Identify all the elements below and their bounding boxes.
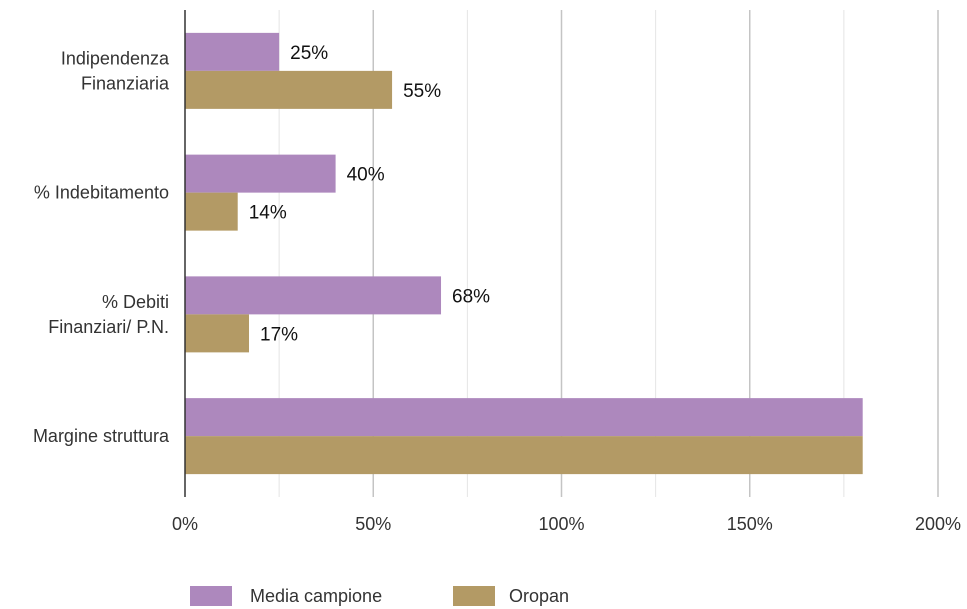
bar-media-campione	[185, 32, 280, 71]
data-labels: 25% 55% 40% 14% 68% 17%	[249, 43, 490, 346]
category-label: % Debiti	[102, 292, 169, 312]
bars	[185, 32, 863, 475]
legend-swatch	[190, 586, 232, 606]
x-tick-labels: 0% 50% 100% 150% 200%	[172, 514, 961, 534]
data-label: 17%	[260, 324, 298, 345]
data-label: 68%	[452, 286, 490, 307]
legend-swatch	[453, 586, 495, 606]
category-label: % Indebitamento	[34, 183, 169, 203]
x-tick-label: 100%	[538, 514, 584, 534]
bar-media-campione	[185, 154, 336, 193]
x-tick-label: 200%	[915, 514, 961, 534]
category-label: Finanziaria	[81, 73, 170, 93]
category-labels: Indipendenza Finanziaria % Indebitamento % …	[33, 48, 170, 446]
data-label: 25%	[290, 43, 328, 64]
category-label: Margine struttura	[33, 426, 170, 446]
legend-label: Oropan	[509, 586, 569, 606]
bar-oropan	[185, 436, 863, 475]
legend: Media campione Oropan	[190, 586, 569, 606]
bar-oropan	[185, 192, 238, 231]
x-tick-label: 0%	[172, 514, 198, 534]
bar-media-campione	[185, 398, 863, 437]
bar-media-campione	[185, 276, 442, 315]
data-label: 55%	[403, 81, 441, 102]
bar-oropan	[185, 70, 393, 109]
category-label: Indipendenza	[61, 48, 170, 68]
data-label: 14%	[249, 203, 287, 224]
legend-label: Media campione	[250, 586, 382, 606]
data-label: 40%	[347, 165, 385, 186]
bar-oropan	[185, 314, 250, 353]
category-label: Finanziari/ P.N.	[48, 317, 169, 337]
x-tick-label: 50%	[355, 514, 391, 534]
x-tick-label: 150%	[727, 514, 773, 534]
